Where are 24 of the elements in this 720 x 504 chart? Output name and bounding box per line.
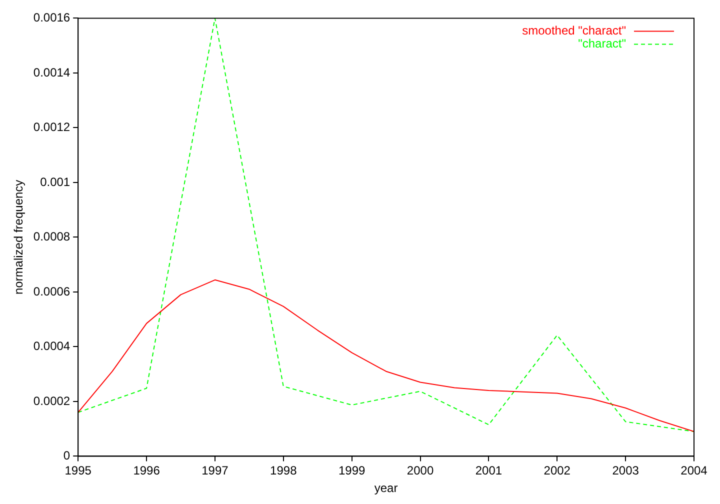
- y-tick-label: 0: [63, 448, 70, 463]
- y-tick-label: 0.0008: [33, 230, 70, 244]
- legend-label: smoothed "charact": [522, 24, 626, 38]
- y-tick-label: 0.0006: [33, 284, 70, 298]
- legend-label: "charact": [578, 36, 626, 51]
- y-tick-label: 0.0004: [33, 339, 70, 354]
- x-tick-label: 1996: [133, 464, 160, 478]
- x-tick-label: 2002: [544, 464, 571, 478]
- x-tick-label: 2000: [406, 464, 434, 478]
- x-axis-title: year: [374, 481, 398, 496]
- line-series: [78, 18, 694, 432]
- y-tick-label: 0.001: [40, 174, 70, 189]
- x-tick-label: 1997: [202, 464, 229, 478]
- x-tick-label: 1998: [270, 464, 298, 478]
- x-tick-label: 1999: [338, 464, 366, 478]
- y-tick-label: 0.0002: [33, 394, 70, 408]
- y-tick-label: 0.0014: [33, 65, 70, 80]
- x-tick-label: 1995: [64, 464, 92, 478]
- x-tick-label: 2001: [475, 464, 502, 478]
- y-tick-label: 0.0012: [33, 120, 70, 134]
- x-tick-label: 2003: [612, 464, 640, 478]
- x-tick-label: 2004: [680, 464, 708, 478]
- y-tick-label: 0.0016: [33, 10, 70, 25]
- y-axis-title: normalized frequency: [12, 180, 26, 295]
